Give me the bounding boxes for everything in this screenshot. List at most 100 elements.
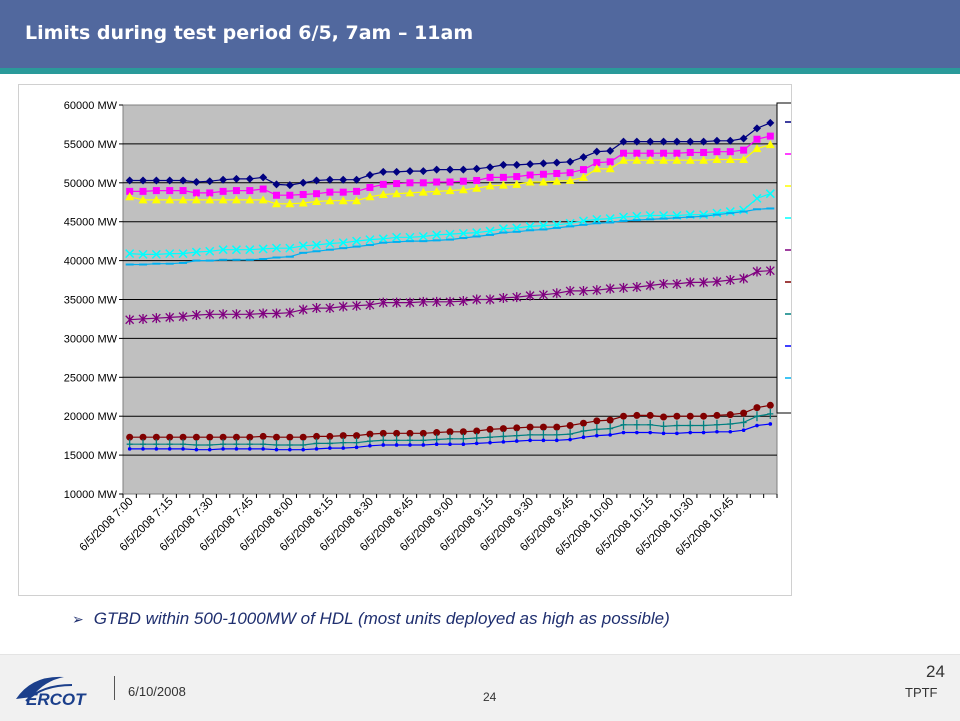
data-point [179,433,187,441]
data-point [366,183,374,191]
data-point [445,186,455,195]
line-chart: 10000 MW 15000 MW 20000 MW 25000 MW 30000 MW… [64,100,944,558]
data-point [753,404,761,412]
data-point [699,137,708,146]
data-point [325,175,334,184]
data-point [539,159,548,168]
data-point [219,175,228,184]
data-point [152,433,160,441]
y-tick-label: 55000 MW [64,139,118,151]
data-point [685,277,695,288]
data-point [299,433,307,441]
data-point [261,447,265,451]
data-point [755,423,759,428]
data-point [272,180,281,189]
data-point [472,164,481,173]
data-point [592,214,602,224]
data-point [485,226,495,236]
data-point [245,309,255,320]
data-point [205,309,215,320]
data-point [458,296,468,307]
data-point [488,440,492,445]
data-point [365,235,375,245]
data-point [125,192,135,201]
data-point [458,228,468,238]
data-point [141,447,145,451]
data-point [433,178,441,186]
page-number: 24 [926,662,945,681]
data-point [272,308,281,319]
data-point [673,412,681,420]
data-point [500,431,507,442]
data-point [619,282,628,293]
data-point [165,176,174,185]
data-point [578,172,588,181]
series-gtbd [125,207,775,266]
data-point [621,430,626,435]
data-point [685,155,695,164]
data-point [353,432,361,440]
data-point [325,196,335,205]
footer-separator [114,676,115,700]
data-point [338,196,348,205]
data-point [553,429,560,440]
data-point [499,425,507,433]
data-point [459,428,467,436]
title-divider [0,68,960,74]
data-point [595,433,599,438]
data-point [272,191,280,199]
data-point [565,175,575,184]
data-point [405,167,414,176]
data-point [205,177,214,186]
data-point [271,243,282,253]
data-point [725,275,735,286]
data-point [408,443,412,447]
arrow-bullet-icon: ➢ [72,611,84,627]
data-point [166,433,174,441]
data-point [659,278,669,289]
data-point [498,180,508,189]
y-tick-label: 10000 MW [64,489,118,501]
data-point [619,155,629,164]
series-sum-hasl [125,140,775,208]
data-point [138,249,148,259]
data-point [580,425,587,436]
data-point [579,166,587,174]
data-point [766,401,774,409]
data-point [178,195,188,204]
data-point [379,167,388,176]
data-point [512,160,521,169]
data-point [672,155,682,164]
data-point [205,195,215,204]
data-point [618,212,629,222]
data-point [526,171,534,179]
series-sum-lsl [126,408,774,450]
data-point [740,146,748,154]
chart-frame: 10000 MW 15000 MW 20000 MW 25000 MW 30000 MW… [18,84,944,596]
data-point [138,195,148,204]
data-point [565,285,575,296]
data-point [473,176,481,184]
data-point [593,417,601,425]
data-point [126,433,134,441]
data-point [633,149,641,157]
data-point [165,312,175,323]
footer-org: TPTF [905,685,938,700]
data-point [538,221,548,231]
data-point [686,412,694,420]
data-point [632,137,641,146]
data-point [392,232,402,242]
data-point [365,171,374,180]
data-point [701,430,706,435]
data-point [552,176,562,185]
data-point [151,249,161,259]
data-point [686,137,695,146]
series-sum-hsl [126,132,774,199]
data-point [552,288,562,299]
data-point [192,178,201,187]
data-point [739,273,749,284]
data-point [206,433,214,441]
y-tick-label: 25000 MW [64,372,118,384]
data-point [648,430,653,435]
data-point [231,195,241,204]
